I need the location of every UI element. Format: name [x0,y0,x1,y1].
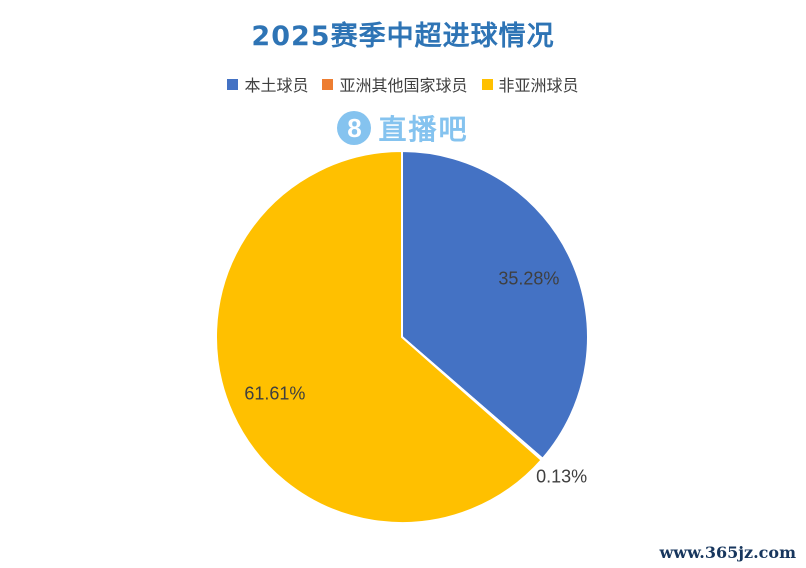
slice-label-asian-other: 0.13% [536,466,588,487]
legend-swatch-yellow [481,78,493,90]
zhibo8-watermark: 8 直播吧 [0,108,806,148]
legend-label: 亚洲其他国家球员 [339,78,468,95]
legend: 本土球员 亚洲其他国家球员 非亚洲球员 [0,72,806,96]
legend-item-non-asian: 非亚洲球员 [481,72,579,96]
pie-slice-0 [401,150,589,460]
zhibo8-badge-icon: 8 [337,111,372,145]
pie-slice-2 [214,150,543,524]
slice-label-domestic: 35.28% [498,268,560,289]
slice-label-non-asian: 61.61% [244,383,306,404]
legend-swatch-blue [227,78,239,90]
chart-title: 2025赛季中超进球情况 [251,21,555,52]
site-watermark: www.365jz.com [659,543,796,562]
legend-item-domestic: 本土球员 [227,72,308,96]
legend-swatch-orange [322,78,334,90]
legend-label: 本土球员 [244,78,309,95]
zhibo8-watermark-text: 直播吧 [378,114,469,145]
legend-label: 非亚洲球员 [498,78,579,95]
legend-item-asian-other: 亚洲其他国家球员 [322,72,468,96]
